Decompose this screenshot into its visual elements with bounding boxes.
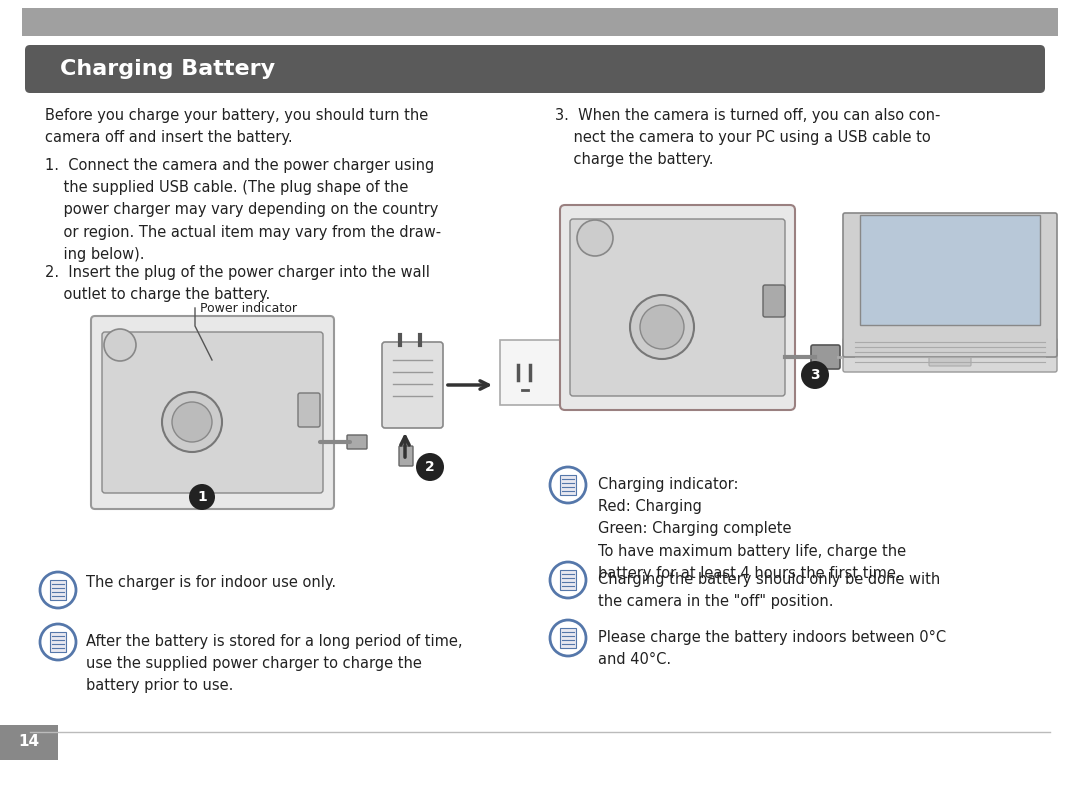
Circle shape [577,220,613,256]
FancyBboxPatch shape [762,285,785,317]
Circle shape [640,305,684,349]
Text: The charger is for indoor use only.: The charger is for indoor use only. [86,575,336,590]
FancyBboxPatch shape [570,219,785,396]
Circle shape [104,329,136,361]
FancyBboxPatch shape [561,475,576,495]
FancyBboxPatch shape [561,628,576,648]
FancyBboxPatch shape [811,345,840,369]
Text: After the battery is stored for a long period of time,
use the supplied power ch: After the battery is stored for a long p… [86,634,462,693]
Circle shape [550,467,586,503]
FancyBboxPatch shape [298,393,320,427]
FancyBboxPatch shape [102,332,323,493]
FancyBboxPatch shape [91,316,334,509]
Circle shape [550,562,586,598]
FancyBboxPatch shape [843,213,1057,357]
Circle shape [416,453,444,481]
Text: 1.  Connect the camera and the power charger using
    the supplied USB cable. (: 1. Connect the camera and the power char… [45,158,441,262]
Circle shape [630,295,694,359]
Text: Before you charge your battery, you should turn the
camera off and insert the ba: Before you charge your battery, you shou… [45,108,429,145]
FancyBboxPatch shape [399,446,413,466]
Circle shape [40,624,76,660]
Text: Charging the battery should only be done with
the camera in the "off" position.: Charging the battery should only be done… [598,572,941,609]
Circle shape [189,484,215,510]
FancyBboxPatch shape [561,570,576,590]
FancyBboxPatch shape [860,215,1040,325]
Text: 2: 2 [426,460,435,474]
FancyBboxPatch shape [25,45,1045,93]
Circle shape [801,361,829,389]
Text: Power indicator: Power indicator [200,301,297,315]
Text: 1: 1 [198,490,207,504]
Circle shape [40,572,76,608]
FancyBboxPatch shape [22,8,1058,36]
Text: 3.  When the camera is turned off, you can also con-
    nect the camera to your: 3. When the camera is turned off, you ca… [555,108,941,167]
Circle shape [172,402,212,442]
FancyBboxPatch shape [50,632,66,652]
Text: 3: 3 [810,368,820,382]
FancyBboxPatch shape [929,350,971,366]
Text: 14: 14 [18,735,40,750]
Text: 2.  Insert the plug of the power charger into the wall
    outlet to charge the : 2. Insert the plug of the power charger … [45,265,430,302]
Circle shape [550,620,586,656]
FancyBboxPatch shape [843,338,1057,372]
FancyBboxPatch shape [561,205,795,410]
FancyBboxPatch shape [500,340,565,405]
FancyBboxPatch shape [50,580,66,600]
FancyBboxPatch shape [382,342,443,428]
FancyBboxPatch shape [0,725,58,760]
Text: Charging indicator:
Red: Charging
Green: Charging complete
To have maximum batte: Charging indicator: Red: Charging Green:… [598,477,906,581]
Circle shape [162,392,222,452]
FancyBboxPatch shape [347,435,367,449]
Text: Charging Battery: Charging Battery [60,59,275,79]
Text: Please charge the battery indoors between 0°C
and 40°C.: Please charge the battery indoors betwee… [598,630,946,667]
